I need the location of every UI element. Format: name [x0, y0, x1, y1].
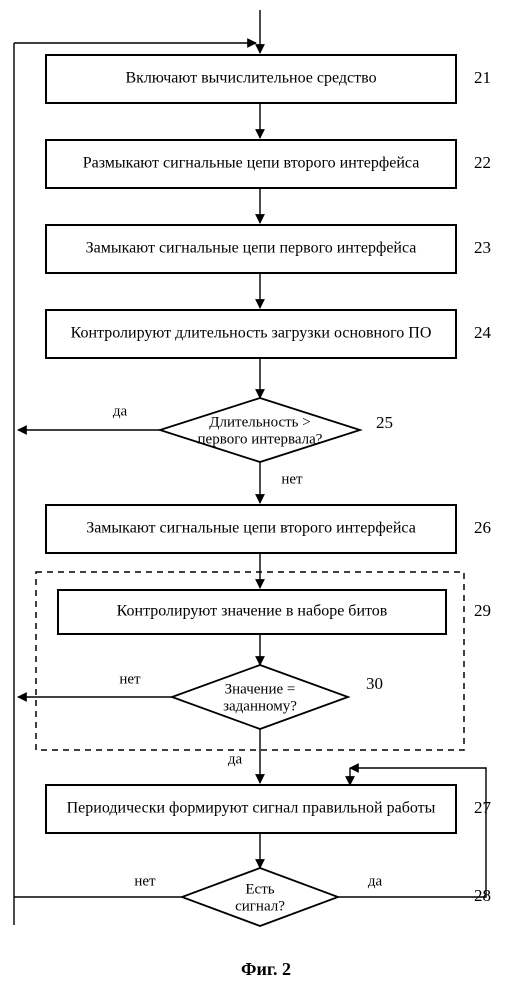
- decision-text: первого интервала?: [198, 431, 323, 447]
- step-num: 26: [474, 518, 491, 537]
- step-text: Контролируют длительность загрузки основ…: [71, 325, 432, 342]
- step-num: 24: [474, 323, 492, 342]
- step-num: 29: [474, 601, 491, 620]
- step-num: 21: [474, 68, 491, 87]
- figure-caption: Фиг. 2: [241, 959, 291, 979]
- step-text: Включают вычислительное средство: [125, 70, 376, 87]
- edge-label: нет: [119, 671, 141, 687]
- edge-label: да: [368, 873, 383, 889]
- step-text: Замыкают сигнальные цепи первого интерфе…: [86, 240, 417, 257]
- step-num: 23: [474, 238, 491, 257]
- edge-label: нет: [134, 873, 156, 889]
- step-text: Периодически формируют сигнал правильной…: [67, 800, 436, 817]
- decision-text: Есть: [245, 881, 274, 897]
- decision-text: Длительность >: [209, 414, 310, 430]
- decision-num: 30: [366, 674, 383, 693]
- decision-num: 25: [376, 413, 393, 432]
- decision-text: Значение =: [225, 681, 296, 697]
- edge-label: нет: [281, 471, 303, 487]
- step-text: Контролируют значение в наборе битов: [117, 603, 388, 620]
- decision-num: 28: [474, 886, 491, 905]
- step-num: 27: [474, 798, 492, 817]
- decision-text: заданному?: [223, 698, 297, 714]
- decision-text: сигнал?: [235, 898, 285, 914]
- edge-label: да: [228, 751, 243, 767]
- step-text: Размыкают сигнальные цепи второго интерф…: [83, 155, 420, 172]
- step-text: Замыкают сигнальные цепи второго интерфе…: [86, 520, 416, 537]
- flowchart: Включают вычислительное средство 21 Разм…: [0, 0, 532, 1000]
- edge-label: да: [113, 403, 128, 419]
- step-num: 22: [474, 153, 491, 172]
